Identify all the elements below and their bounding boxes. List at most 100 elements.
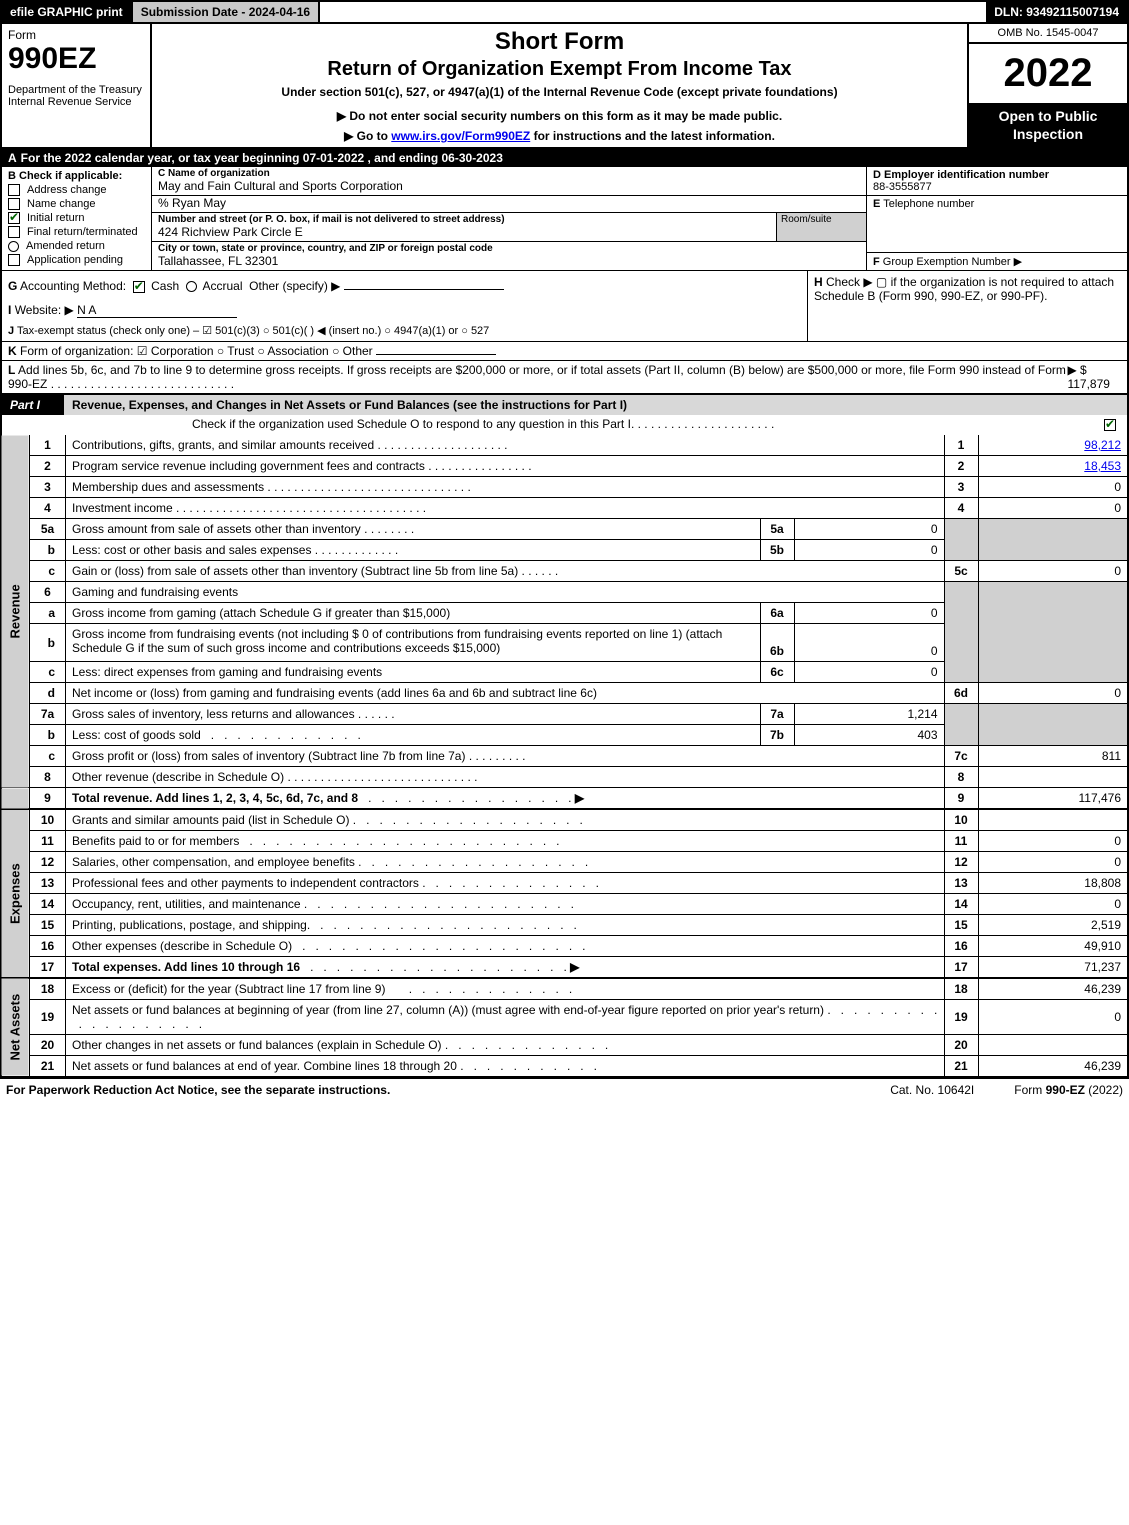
line-7a-mini-value: 1,214 [794,704,944,725]
opt-name-change: Name change [27,198,96,210]
chk-amended-return[interactable] [8,241,19,252]
line-17-desc: Total expenses. Add lines 10 through 16 [72,960,300,974]
line-19-ref: 19 [944,1000,978,1035]
line-2-amount[interactable]: 18,453 [1084,459,1121,473]
line-8-desc: Other revenue (describe in Schedule O) [72,770,284,784]
line-5a-desc: Gross amount from sale of assets other t… [72,522,361,536]
line-12-amount: 0 [978,852,1128,873]
line-6c-desc: Less: direct expenses from gaming and fu… [66,662,761,683]
line-14-ref: 14 [944,894,978,915]
section-expenses: Expenses [1,809,30,978]
shade-6 [944,582,978,683]
line-6d-ref: 6d [944,683,978,704]
ein-label: Employer identification number [884,169,1049,181]
street-address: 424 Richview Park Circle E [152,225,776,241]
line-18-num: 18 [30,978,66,1000]
line-9-ref: 9 [944,788,978,810]
line-19-num: 19 [30,1000,66,1035]
chk-cash[interactable] [133,281,145,293]
line-6d-amount: 0 [978,683,1128,704]
line-6a-mini-value: 0 [794,603,944,624]
room-suite-label: Room/suite [776,213,866,241]
form-of-organization: Form of organization: ☑ Corporation ○ Tr… [20,344,373,358]
line-7c-amount: 811 [978,746,1128,767]
line-1-num: 1 [30,435,66,456]
line-20-amount [978,1035,1128,1056]
line-11-num: 11 [30,831,66,852]
opt-other: Other (specify) ▶ [249,279,340,293]
opt-application-pending: Application pending [27,254,123,266]
row-gh: G Accounting Method: Cash Accrual Other … [0,271,1129,342]
goto-link-line: ▶ Go to www.irs.gov/Form990EZ for instru… [160,129,959,143]
line-5b-mini-value: 0 [794,540,944,561]
row-l: L Add lines 5b, 6c, and 7b to line 9 to … [0,361,1129,395]
line-3-num: 3 [30,477,66,498]
line-6-num: 6 [30,582,66,603]
line-6c-mini-value: 0 [794,662,944,683]
chk-initial-return[interactable] [8,212,20,224]
part-i-tag: Part I [2,395,64,415]
line-3-amount: 0 [978,477,1128,498]
chk-name-change[interactable] [8,198,20,210]
top-bar: efile GRAPHIC print Submission Date - 20… [0,0,1129,24]
line-6b-mini-label: 6b [760,624,794,662]
chk-accrual[interactable] [186,281,197,292]
row-a-text: For the 2022 calendar year, or tax year … [21,151,503,165]
org-name: May and Fain Cultural and Sports Corpora… [152,179,866,195]
line-2-desc: Program service revenue including govern… [72,459,425,473]
line-4-num: 4 [30,498,66,519]
chk-final-return[interactable] [8,226,20,238]
other-specify-input[interactable] [344,289,504,290]
chk-schedule-o[interactable] [1104,419,1116,431]
line-5c-num: c [30,561,66,582]
line-13-amount: 18,808 [978,873,1128,894]
efile-print-button[interactable]: efile GRAPHIC print [2,2,133,22]
title-short-form: Short Form [160,28,959,56]
irs-link[interactable]: www.irs.gov/Form990EZ [391,129,530,143]
line-16-amount: 49,910 [978,936,1128,957]
group-exemption-label: Group Exemption Number [883,256,1011,268]
chk-application-pending[interactable] [8,254,20,266]
line-21-desc: Net assets or fund balances at end of ye… [72,1059,457,1073]
line-7c-ref: 7c [944,746,978,767]
line-20-num: 20 [30,1035,66,1056]
c-name-label: Name of organization [168,168,270,179]
line-13-ref: 13 [944,873,978,894]
form-number: 990EZ [8,42,144,76]
line-16-num: 16 [30,936,66,957]
g-label: Accounting Method: [20,279,126,293]
catalog-number: Cat. No. 10642I [890,1083,974,1097]
shade-7 [944,704,978,746]
chk-address-change[interactable] [8,184,20,196]
revenue-end [1,788,30,810]
l-text: Add lines 5b, 6c, and 7b to line 9 to de… [8,363,1066,391]
line-10-desc: Grants and similar amounts paid (list in… [72,813,349,827]
dln: DLN: 93492115007194 [986,2,1127,22]
b-label: Check if applicable: [19,170,122,182]
shade-7-amt [978,704,1128,746]
tax-year: 2022 [969,44,1127,103]
line-19-desc: Net assets or fund balances at beginning… [72,1003,824,1017]
line-18-amount: 46,239 [978,978,1128,1000]
line-7a-desc: Gross sales of inventory, less returns a… [72,707,355,721]
line-3-ref: 3 [944,477,978,498]
line-13-desc: Professional fees and other payments to … [72,876,419,890]
opt-amended-return: Amended return [26,240,105,252]
line-6a-num: a [30,603,66,624]
l-amount: ▶ $ 117,879 [1067,363,1121,391]
org-other-input[interactable] [376,354,496,355]
line-9-amount: 117,476 [978,788,1128,810]
line-12-ref: 12 [944,852,978,873]
warning-ssn: ▶ Do not enter social security numbers o… [160,109,959,123]
line-8-amount [978,767,1128,788]
line-6c-mini-label: 6c [760,662,794,683]
arrow-icon: ▶ [1014,256,1022,268]
tax-exempt-status: Tax-exempt status (check only one) ‒ ☑ 5… [17,325,489,337]
lines-table: Revenue 1 Contributions, gifts, grants, … [0,435,1129,1077]
line-7b-desc: Less: cost of goods sold [72,728,201,742]
line-4-amount: 0 [978,498,1128,519]
line-13-num: 13 [30,873,66,894]
header-right-block: OMB No. 1545-0047 2022 Open to Public In… [967,24,1127,147]
line-1-amount[interactable]: 98,212 [1084,438,1121,452]
line-11-desc: Benefits paid to or for members [72,834,239,848]
